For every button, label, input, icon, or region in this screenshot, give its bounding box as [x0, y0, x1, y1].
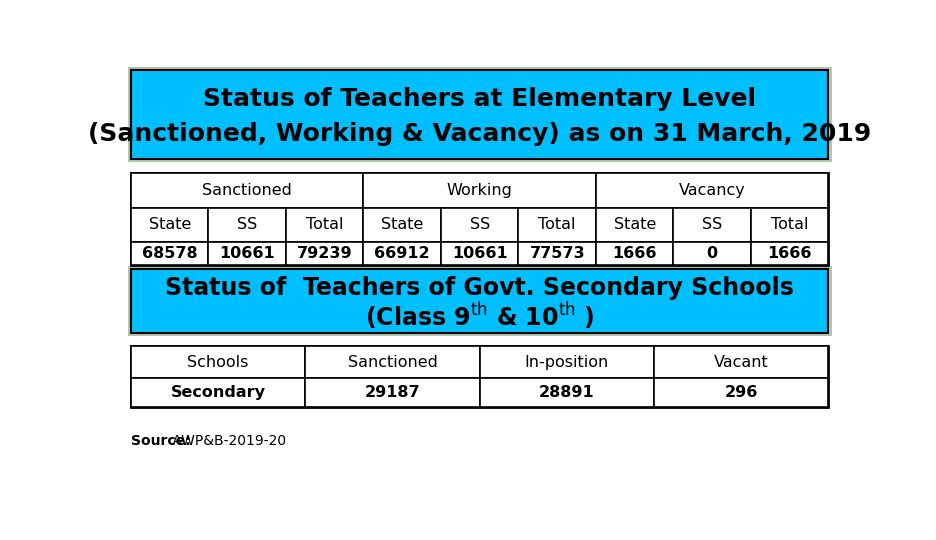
Bar [596, 173, 828, 208]
Bar [441, 208, 519, 242]
Bar [751, 208, 828, 242]
Text: AWP&B-2019-20: AWP&B-2019-20 [168, 434, 286, 448]
Bar [519, 208, 596, 242]
Text: (Class 9$^{\rm th}$ & 10$^{\rm th}$ ): (Class 9$^{\rm th}$ & 10$^{\rm th}$ ) [365, 300, 594, 332]
Bar [596, 208, 673, 242]
Text: In-position: In-position [525, 355, 609, 369]
Bar [131, 208, 209, 242]
Bar [286, 242, 363, 265]
Bar [131, 70, 828, 159]
Bar [363, 242, 441, 265]
Bar [131, 346, 305, 378]
Text: 10661: 10661 [452, 246, 507, 261]
Bar [209, 242, 286, 265]
Bar [128, 266, 831, 336]
Bar [305, 378, 480, 408]
Text: Status of  Teachers of Govt. Secondary Schools: Status of Teachers of Govt. Secondary Sc… [166, 276, 794, 300]
Bar [305, 346, 480, 378]
Text: 79239: 79239 [297, 246, 353, 261]
Bar [209, 208, 286, 242]
Text: 1666: 1666 [612, 246, 657, 261]
Bar [286, 208, 363, 242]
Bar [654, 346, 828, 378]
Text: Schools: Schools [187, 355, 249, 369]
Text: Total: Total [771, 218, 809, 232]
Bar [131, 242, 209, 265]
Text: 68578: 68578 [142, 246, 197, 261]
Text: Working: Working [446, 183, 513, 198]
Text: Vacancy: Vacancy [679, 183, 746, 198]
Bar [480, 378, 654, 408]
Bar [131, 346, 828, 408]
Bar [131, 173, 363, 208]
Text: Total: Total [538, 218, 576, 232]
Text: 10661: 10661 [219, 246, 275, 261]
Bar [131, 269, 828, 333]
Text: Vacant: Vacant [714, 355, 768, 369]
Text: 66912: 66912 [374, 246, 430, 261]
Text: 1666: 1666 [768, 246, 812, 261]
Text: 28891: 28891 [539, 386, 594, 400]
Text: Sanctioned: Sanctioned [347, 355, 437, 369]
Bar [131, 173, 828, 265]
Bar [363, 208, 441, 242]
Text: Sanctioned: Sanctioned [202, 183, 292, 198]
Text: State: State [613, 218, 656, 232]
Text: 77573: 77573 [530, 246, 585, 261]
Bar [128, 67, 831, 162]
Text: (Sanctioned, Working & Vacancy) as on 31 March, 2019: (Sanctioned, Working & Vacancy) as on 31… [88, 122, 871, 146]
Bar [480, 346, 654, 378]
Text: State: State [149, 218, 191, 232]
Bar [131, 378, 305, 408]
Bar [654, 378, 828, 408]
Bar [441, 242, 519, 265]
Bar [751, 242, 828, 265]
Bar [519, 242, 596, 265]
Text: Status of Teachers at Elementary Level: Status of Teachers at Elementary Level [203, 87, 756, 111]
Text: Source:: Source: [131, 434, 191, 448]
Text: SS: SS [237, 218, 257, 232]
Text: Secondary: Secondary [170, 386, 266, 400]
Text: 29187: 29187 [365, 386, 420, 400]
Bar [596, 242, 673, 265]
Text: 296: 296 [724, 386, 758, 400]
Text: 0: 0 [707, 246, 718, 261]
Text: SS: SS [470, 218, 490, 232]
Text: State: State [381, 218, 423, 232]
Bar [363, 173, 596, 208]
Text: SS: SS [702, 218, 723, 232]
Text: Total: Total [306, 218, 344, 232]
Bar [673, 208, 751, 242]
Bar [673, 242, 751, 265]
